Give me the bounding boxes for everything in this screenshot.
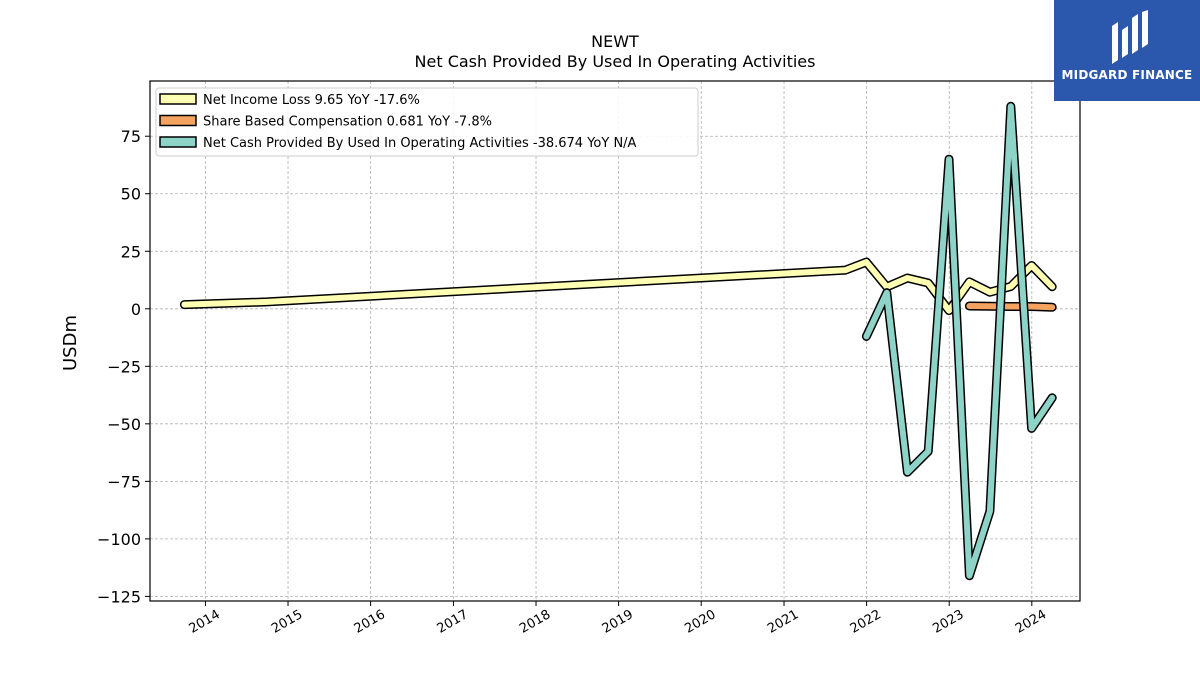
legend-box [155, 87, 699, 157]
brand-name: MIDGARD FINANCE [1061, 68, 1193, 82]
chart-title: NEWT [591, 32, 639, 51]
x-tick-label: 2022 [848, 607, 884, 637]
x-tick-label: 2021 [765, 607, 801, 637]
y-tick-label: 50 [121, 185, 141, 204]
x-tick-label: 2023 [930, 607, 966, 637]
series-1 [179, 257, 1057, 316]
legend-label: Net Cash Provided By Used In Operating A… [203, 136, 637, 151]
legend-swatch [159, 93, 197, 105]
x-tick-label: 2014 [187, 607, 223, 637]
x-tick-label: 2024 [1013, 607, 1049, 637]
legend-label: Share Based Compensation 0.681 YoY -7.8% [203, 115, 492, 130]
x-tick-label: 2017 [435, 607, 471, 637]
y-axis-label: USDm [60, 315, 81, 371]
y-tick-label: 25 [121, 242, 141, 261]
x-tick-label: 2016 [352, 607, 388, 637]
x-tick-label: 2019 [600, 607, 636, 637]
y-tick-label: −100 [97, 530, 141, 549]
y-tick-label: −75 [107, 472, 141, 491]
chart-subtitle: Net Cash Provided By Used In Operating A… [415, 52, 816, 71]
series-3 [861, 101, 1057, 581]
y-tick-label: 0 [131, 300, 141, 319]
series-line [863, 103, 1056, 579]
grid [150, 81, 1080, 601]
logo-mark-icon [1112, 10, 1148, 64]
series-2 [964, 301, 1057, 312]
legend-swatch [159, 136, 197, 148]
y-tick-label: 75 [121, 127, 141, 146]
brand-logo: MIDGARD FINANCE [1054, 0, 1200, 101]
x-tick-label: 2015 [269, 607, 305, 637]
series-line [966, 303, 1056, 311]
axes: 75 50 25 0 −25 −50 −75 −100 −125 2014 2015 2016 2017… [97, 127, 1049, 637]
series-layer [179, 101, 1057, 581]
y-tick-label: −125 [97, 587, 141, 606]
legend: Net Income Loss 9.65 YoY -17.6% Share Bas… [155, 87, 699, 157]
series-line [181, 259, 1056, 314]
plot-area [149, 80, 1081, 602]
legend-label: Net Income Loss 9.65 YoY -17.6% [203, 93, 420, 108]
legend-swatch [159, 114, 197, 127]
y-tick-label: −50 [107, 415, 141, 434]
x-tick-label: 2020 [682, 607, 718, 637]
y-tick-label: −25 [107, 357, 141, 376]
x-tick-label: 2018 [517, 607, 553, 637]
